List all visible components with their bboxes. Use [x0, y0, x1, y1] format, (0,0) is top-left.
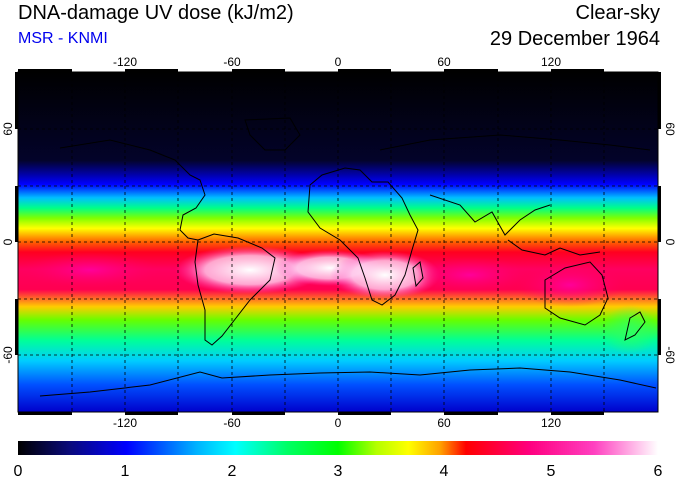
coast-north-america: [59, 139, 206, 241]
colorbar-label-1: 1: [121, 463, 130, 480]
lon-label-bottom-60: 60: [437, 416, 451, 430]
coast-antarctica: [39, 367, 657, 397]
warm-band-pacific: [20, 252, 160, 288]
lat-label-left-0: 0: [1, 238, 15, 245]
colorbar-label-2: 2: [228, 463, 237, 480]
colorbar-label-5: 5: [547, 463, 556, 480]
colorbar-label-0: 0: [14, 463, 23, 480]
lon-label-top-0: 0: [335, 55, 342, 69]
lon-label-bottom-120: 120: [541, 416, 561, 430]
colorbar-label-6: 6: [654, 463, 663, 480]
sky-condition-label: Clear-sky: [575, 2, 660, 24]
lon-label-top-minus60: -60: [223, 55, 241, 69]
cool-spot-new-zealand: [602, 305, 658, 355]
lat-label-left-60: 60: [1, 122, 15, 136]
lon-label-bottom-0: 0: [335, 416, 342, 430]
map-frame: [15, 69, 661, 415]
coast-madagascar: [412, 261, 424, 288]
coast-south-america: [194, 233, 276, 346]
coastlines: [39, 117, 657, 397]
graticule: [18, 72, 658, 412]
lat-label-left-minus60: -60: [1, 346, 15, 364]
colorbar-label-4: 4: [440, 463, 449, 480]
coast-indonesia: [507, 239, 601, 256]
warm-band-australia: [515, 263, 625, 307]
lon-label-top-minus120: -120: [113, 55, 137, 69]
coast-asia: [379, 134, 651, 236]
date-label: 29 December 1964: [489, 28, 660, 50]
lat-label-right-minus60: -60: [663, 346, 677, 364]
warm-band-indian: [410, 257, 530, 293]
map-title: DNA-damage UV dose (kJ/m2): [18, 2, 294, 24]
lat-label-right-0: 0: [663, 239, 677, 246]
colorbar-label-3: 3: [334, 463, 343, 480]
source-label: MSR - KNMI: [18, 30, 108, 47]
lon-label-top-60: 60: [437, 55, 451, 69]
lon-label-bottom-minus120: -120: [113, 416, 137, 430]
lon-label-top-120: 120: [541, 55, 561, 69]
coast-new-zealand: [624, 311, 646, 341]
coast-africa-europe: [307, 167, 419, 306]
hot-spot-southern-africa: [330, 251, 440, 299]
lon-label-bottom-minus60: -60: [223, 416, 241, 430]
colorbar: [18, 441, 658, 455]
lat-label-right-60: 60: [663, 122, 677, 136]
